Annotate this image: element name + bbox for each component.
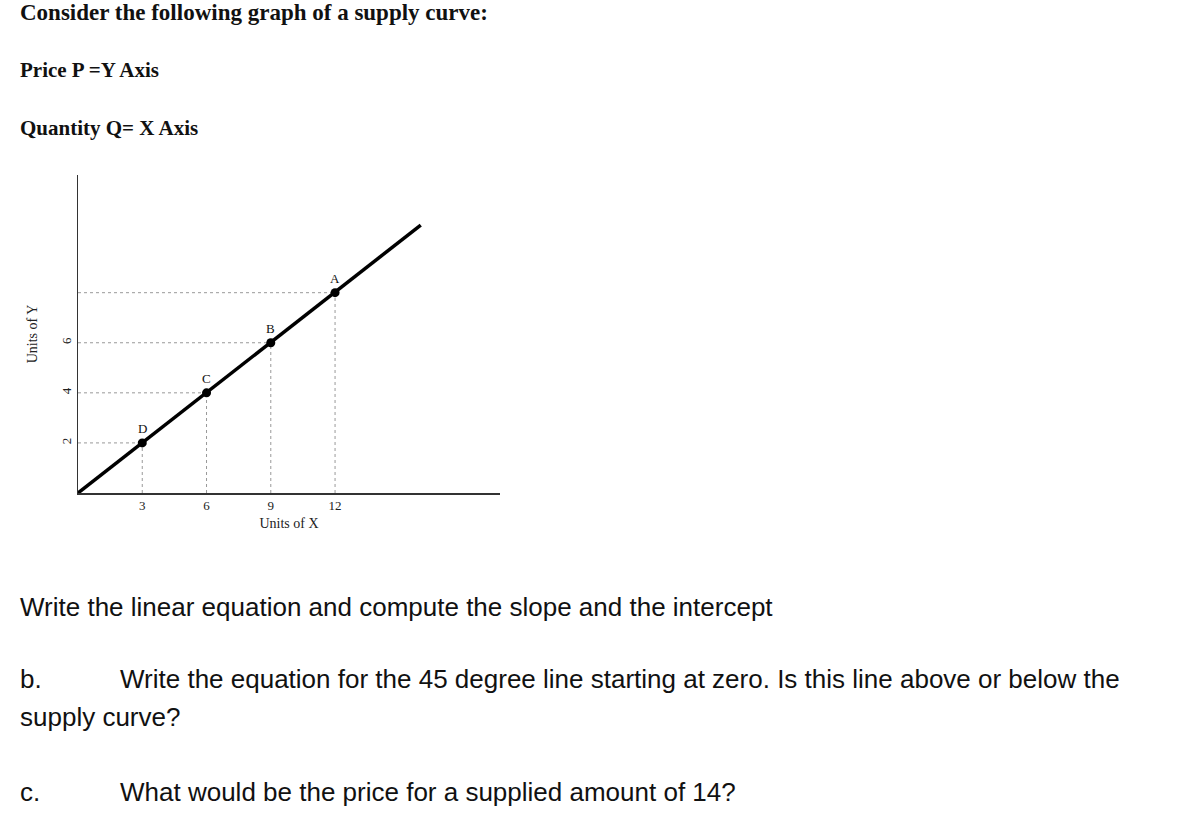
svg-text:B: B <box>266 321 275 336</box>
svg-text:6: 6 <box>59 337 74 344</box>
html-text:Consider the following graph o: Consider the following graph of a supply… <box>20 0 488 25</box>
html-text:Write the linear equation and: Write the linear equation and compute th… <box>20 592 773 622</box>
html-text:Write the equation for the 45: Write the equation for the 45 degree lin… <box>20 664 1120 732</box>
html-text:c.: c. <box>20 777 41 807</box>
svg-text:Units of Y: Units of Y <box>25 305 40 364</box>
svg-text:3: 3 <box>139 498 146 513</box>
svg-text:Units of X: Units of X <box>259 516 318 531</box>
svg-text:D: D <box>138 421 147 436</box>
svg-text:12: 12 <box>329 498 342 513</box>
svg-text:2: 2 <box>59 438 74 445</box>
html-text:Quantity Q= X Axis: Quantity Q= X Axis <box>20 116 199 140</box>
html-text:Price P =Y Axis: Price P =Y Axis <box>20 58 159 82</box>
svg-text:A: A <box>330 271 340 286</box>
html-text:b.: b. <box>20 664 42 694</box>
svg-text:9: 9 <box>268 498 275 513</box>
svg-text:C: C <box>202 371 211 386</box>
svg-text:4: 4 <box>59 387 74 394</box>
svg-text:6: 6 <box>203 498 210 513</box>
html-text:What would be the price for a: What would be the price for a supplied a… <box>120 777 736 807</box>
